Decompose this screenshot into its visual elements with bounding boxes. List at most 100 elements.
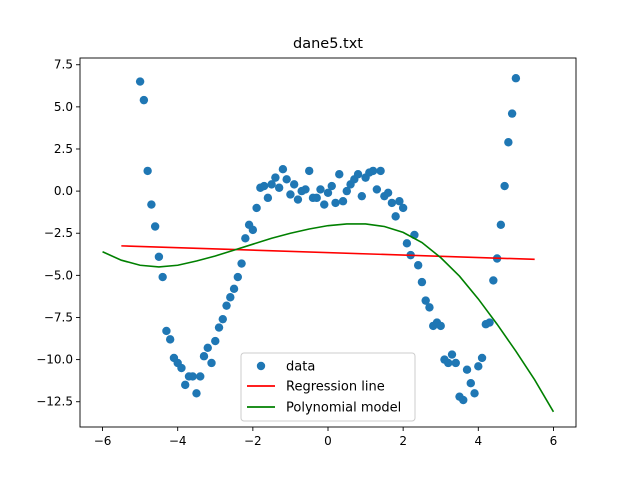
data-point (248, 225, 258, 235)
x-tick-label: 4 (474, 434, 482, 448)
polynomial-model-series (102, 223, 555, 413)
y-tick-label: −12.5 (36, 395, 73, 409)
data-point (368, 166, 378, 176)
data-point (496, 220, 506, 230)
data-point (462, 365, 472, 374)
data-point (413, 261, 423, 270)
data-point (323, 188, 333, 197)
data-point (338, 197, 348, 206)
data-point (485, 318, 494, 327)
data-point (376, 166, 385, 176)
data-point (293, 195, 303, 204)
data-point (211, 336, 220, 346)
data-point (489, 276, 498, 285)
data-point (271, 173, 280, 182)
data-point (207, 358, 216, 368)
legend-label: Polynomial model (286, 401, 401, 416)
data-point (199, 352, 209, 361)
data-point (459, 395, 468, 405)
data-point (158, 272, 167, 282)
data-point (335, 170, 344, 179)
data-point (436, 321, 445, 331)
x-tick-label: 2 (399, 434, 407, 448)
data-point (139, 95, 149, 105)
legend-marker (256, 361, 266, 371)
chart-title: dane5.txt (293, 36, 363, 52)
y-tick-label: 0.0 (54, 184, 73, 198)
data-point (421, 296, 430, 305)
data-point (165, 335, 175, 344)
data-point (466, 378, 475, 388)
data-point (305, 166, 314, 176)
data-point (241, 234, 250, 243)
data-point (477, 353, 487, 363)
data-point (507, 109, 517, 118)
data-series (135, 74, 521, 405)
x-tick-label: 0 (324, 434, 332, 448)
data-point (278, 165, 288, 174)
data-point (353, 170, 363, 179)
data-point (342, 186, 351, 196)
data-point (233, 272, 243, 282)
data-point (263, 193, 273, 203)
x-tick-label: −2 (244, 434, 262, 448)
data-point (357, 191, 367, 201)
data-point (511, 74, 521, 83)
data-point (226, 293, 235, 302)
data-point (398, 203, 408, 213)
data-point (181, 380, 190, 390)
data-point (301, 185, 310, 194)
data-point (237, 259, 246, 268)
data-point (327, 181, 336, 191)
y-tick-label: 7.5 (54, 58, 73, 72)
data-point (135, 77, 145, 86)
data-point (252, 203, 261, 213)
data-point (162, 326, 171, 336)
data-point (391, 212, 400, 221)
data-point (188, 372, 197, 381)
data-point (214, 323, 224, 332)
data-point (147, 200, 156, 209)
data-point (395, 197, 404, 206)
data-point (177, 363, 186, 373)
legend-label: data (286, 360, 315, 375)
y-tick-label: −7.5 (44, 310, 73, 324)
y-tick-label: −2.5 (44, 226, 73, 240)
data-point (417, 277, 427, 287)
data-point (150, 222, 160, 231)
data-point (196, 372, 205, 381)
data-point (229, 284, 239, 294)
data-point (274, 183, 284, 192)
legend-label: Regression line (286, 380, 385, 395)
data-point (425, 303, 434, 312)
data-point (222, 301, 231, 310)
x-tick-label: −6 (94, 434, 112, 448)
x-tick-label: 6 (550, 434, 558, 448)
y-tick-label: 5.0 (54, 100, 73, 114)
data-point (203, 343, 212, 353)
data-point (372, 185, 382, 194)
data-point (383, 188, 393, 197)
data-point (387, 198, 397, 208)
data-point (447, 350, 457, 359)
data-point (259, 181, 269, 191)
data-point (286, 190, 295, 199)
data-point (331, 198, 340, 208)
data-point (192, 389, 201, 398)
y-tick-label: −10.0 (36, 353, 73, 367)
data-point (500, 181, 509, 191)
y-tick-label: 2.5 (54, 142, 73, 156)
data-point (444, 358, 453, 368)
data-point (504, 138, 513, 147)
data-point (474, 362, 483, 371)
x-tick-label: −4 (169, 434, 187, 448)
legend (240, 352, 416, 422)
data-point (312, 193, 321, 203)
data-point (218, 314, 227, 324)
data-point (154, 252, 164, 262)
data-point (282, 175, 291, 184)
data-point (451, 358, 460, 368)
data-point (316, 185, 325, 194)
data-point (402, 239, 412, 248)
